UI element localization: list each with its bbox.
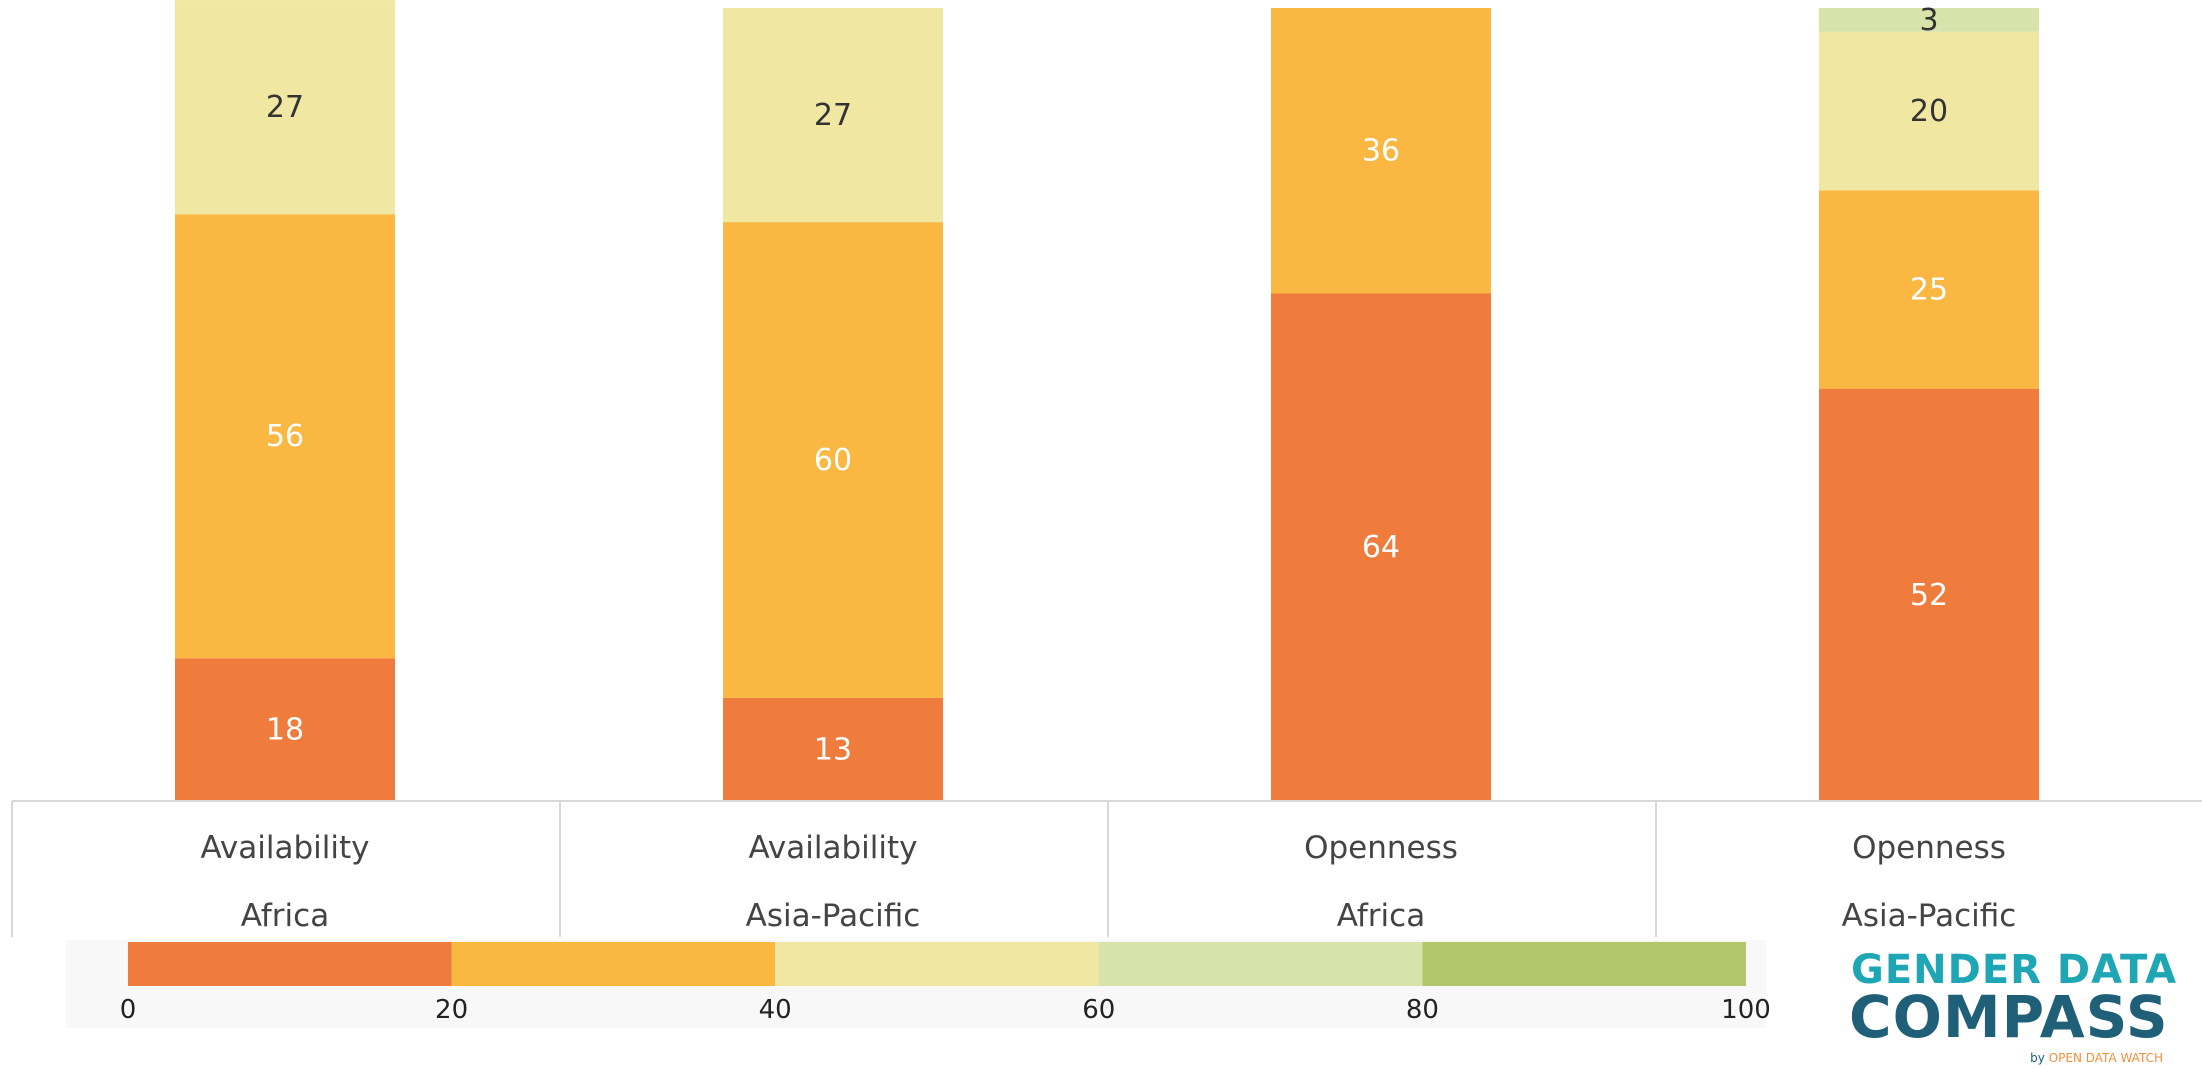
category-label-region: Africa (241, 898, 329, 934)
data-label-20-40-col2: 36 (1362, 134, 1400, 169)
data-label-40-60-col0: 27 (266, 90, 304, 125)
bar-segment-20-40-col0 (175, 214, 395, 659)
legend-tick-label: 100 (1721, 995, 1771, 1025)
category-axis-table: Availability Africa Availability Asia-Pacif… (11, 800, 2202, 937)
legend-swatch-4 (1422, 942, 1746, 986)
legend-swatch-1 (451, 942, 776, 986)
bar-segment-0-20-col2 (1271, 293, 1491, 801)
logo-title-line1: GENDER DATA (1851, 947, 2178, 993)
bar-segment-0-20-col0 (175, 658, 395, 801)
gender-data-compass-logo: GENDER DATA COMPASS by OPEN DATA WATCH (1845, 945, 2185, 1069)
bar-segment-40-60-col0 (175, 0, 395, 215)
legend-tick-label: 20 (435, 995, 468, 1025)
category-label-region: Asia-Pacific (1842, 898, 2017, 934)
legend-tick-label: 60 (1082, 995, 1115, 1025)
data-label-0-20-col1: 13 (814, 732, 852, 767)
category-label-dimension: Availability (201, 830, 370, 866)
category-label-dimension: Availability (749, 830, 918, 866)
category-label-region: Africa (1337, 898, 1425, 934)
bar-segment-60-80-col3 (1819, 8, 2039, 32)
data-label-20-40-col0: 56 (266, 419, 304, 454)
bar-segment-20-40-col2 (1271, 8, 1491, 294)
legend-tick-label: 80 (1406, 995, 1439, 1025)
category-label-dimension: Openness (1304, 830, 1458, 866)
bars-group: 18 56 27 13 60 27 64 36 52 25 20 3 (175, 0, 2039, 801)
bar-segment-20-40-col3 (1819, 190, 2039, 389)
bar-segment-40-60-col1 (723, 8, 943, 223)
bar-segment-40-60-col3 (1819, 31, 2039, 191)
legend-swatch-3 (1098, 942, 1423, 986)
logo-byline: by OPEN DATA WATCH (2030, 1051, 2163, 1065)
color-scale-legend: 0 20 40 60 80 100 (66, 940, 1771, 1028)
logo-by: by (2030, 1051, 2045, 1065)
bar-segment-0-20-col1 (723, 697, 943, 801)
data-label-40-60-col1: 27 (814, 98, 852, 133)
legend-tick-label: 0 (120, 995, 137, 1025)
bar-segment-0-20-col3 (1819, 388, 2039, 801)
bar-segment-20-40-col1 (723, 222, 943, 698)
legend-swatch-0 (128, 942, 452, 986)
data-label-40-60-col3: 20 (1910, 94, 1948, 129)
legend-swatch-2 (775, 942, 1099, 986)
data-label-0-20-col3: 52 (1910, 578, 1948, 613)
legend-tick-label: 40 (759, 995, 792, 1025)
category-label-dimension: Openness (1852, 830, 2006, 866)
data-label-0-20-col2: 64 (1362, 530, 1400, 565)
data-label-0-20-col0: 18 (266, 713, 304, 748)
data-label-20-40-col3: 25 (1910, 273, 1948, 308)
data-label-20-40-col1: 60 (814, 443, 852, 478)
logo-org: OPEN DATA WATCH (2048, 1051, 2163, 1065)
data-label-60-80-col3: 3 (1919, 3, 1938, 38)
logo-title-line2: COMPASS (1849, 983, 2169, 1051)
category-label-region: Asia-Pacific (746, 898, 921, 934)
